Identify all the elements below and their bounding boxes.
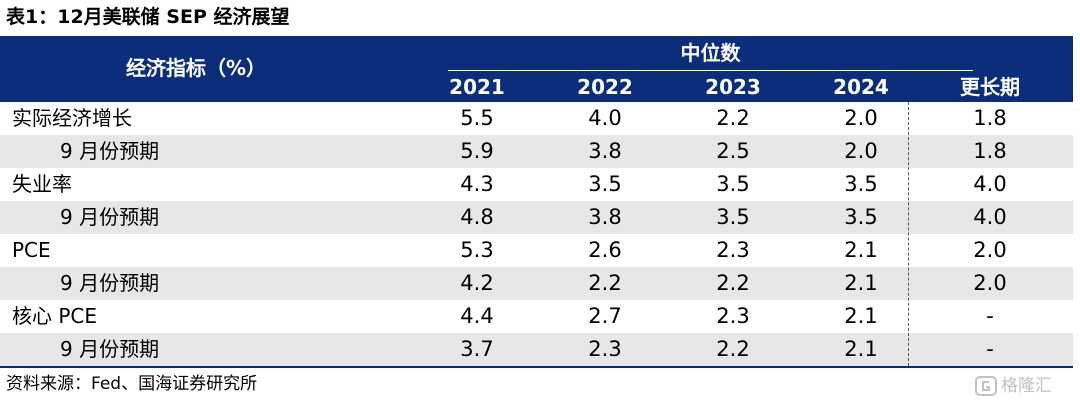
- cell-2024: 2.1: [844, 337, 878, 361]
- watermark: 格隆汇: [975, 375, 1052, 397]
- row-label: 9 月份预期: [60, 271, 160, 295]
- row-label: 9 月份预期: [60, 139, 160, 163]
- column-header-longer-run: 更长期: [960, 75, 1020, 99]
- column-header-2024: 2024: [833, 75, 889, 99]
- cell-2021: 4.2: [460, 271, 494, 295]
- cell-longer-run: 2.0: [973, 238, 1007, 262]
- cell-2022: 4.0: [588, 106, 622, 130]
- cell-2024: 2.1: [844, 271, 878, 295]
- cell-longer-run: 4.0: [973, 172, 1007, 196]
- cell-2023: 2.2: [716, 337, 750, 361]
- cell-2022: 3.8: [588, 139, 622, 163]
- cell-2021: 5.9: [460, 139, 494, 163]
- watermark-logo-icon: [975, 376, 997, 396]
- table-row: 失业率 4.3 3.5 3.5 3.5 4.0: [0, 168, 1073, 201]
- row-label: 9 月份预期: [60, 205, 160, 229]
- cell-2022: 2.2: [588, 271, 622, 295]
- column-header-2023: 2023: [705, 75, 761, 99]
- cell-2022: 3.5: [588, 172, 622, 196]
- cell-2023: 3.5: [716, 172, 750, 196]
- indicator-column-header: 经济指标（%）: [125, 56, 267, 80]
- cell-2023: 2.2: [716, 106, 750, 130]
- table-title: 表1：12月美联储 SEP 经济展望: [6, 6, 290, 28]
- cell-longer-run: 2.0: [973, 271, 1007, 295]
- table-header: 经济指标（%） 中位数 2021 2022 2023 2024 更长期: [0, 36, 1073, 102]
- column-header-2022: 2022: [577, 75, 633, 99]
- cell-longer-run: -: [986, 337, 994, 361]
- median-underline: [448, 70, 973, 71]
- cell-2024: 2.0: [844, 106, 878, 130]
- row-label: 失业率: [12, 172, 72, 196]
- row-label: 9 月份预期: [60, 337, 160, 361]
- cell-2021: 4.8: [460, 205, 494, 229]
- row-label: PCE: [12, 238, 51, 262]
- cell-2021: 3.7: [460, 337, 494, 361]
- cell-2024: 3.5: [844, 172, 878, 196]
- cell-2021: 4.4: [460, 304, 494, 328]
- cell-2023: 2.2: [716, 271, 750, 295]
- table-row: 实际经济增长 5.5 4.0 2.2 2.0 1.8: [0, 102, 1073, 135]
- table-row: 核心 PCE 4.4 2.7 2.3 2.1 -: [0, 300, 1073, 333]
- table-bottom-rule: [0, 366, 1073, 368]
- cell-2024: 2.0: [844, 139, 878, 163]
- cell-longer-run: 1.8: [973, 139, 1007, 163]
- cell-2024: 2.1: [844, 238, 878, 262]
- cell-2021: 4.3: [460, 172, 494, 196]
- source-note: 资料来源：Fed、国海证券研究所: [6, 374, 258, 394]
- cell-2023: 2.3: [716, 238, 750, 262]
- table-row: 9 月份预期 4.8 3.8 3.5 3.5 4.0: [0, 201, 1073, 234]
- column-header-2021: 2021: [449, 75, 505, 99]
- cell-2023: 3.5: [716, 205, 750, 229]
- watermark-text: 格隆汇: [1001, 376, 1052, 396]
- table-row: 9 月份预期 3.7 2.3 2.2 2.1 -: [0, 333, 1073, 366]
- table-row: PCE 5.3 2.6 2.3 2.1 2.0: [0, 234, 1073, 267]
- cell-2022: 2.3: [588, 337, 622, 361]
- cell-2021: 5.5: [460, 106, 494, 130]
- cell-2023: 2.3: [716, 304, 750, 328]
- median-group-header: 中位数: [680, 41, 741, 65]
- table-row: 9 月份预期 5.9 3.8 2.5 2.0 1.8: [0, 135, 1073, 168]
- row-label: 实际经济增长: [12, 106, 132, 130]
- cell-longer-run: 1.8: [973, 106, 1007, 130]
- cell-2024: 2.1: [844, 304, 878, 328]
- cell-2022: 2.6: [588, 238, 622, 262]
- cell-2023: 2.5: [716, 139, 750, 163]
- cell-2021: 5.3: [460, 238, 494, 262]
- column-divider: [908, 102, 909, 366]
- cell-longer-run: -: [986, 304, 994, 328]
- cell-longer-run: 4.0: [973, 205, 1007, 229]
- table-row: 9 月份预期 4.2 2.2 2.2 2.1 2.0: [0, 267, 1073, 300]
- cell-2024: 3.5: [844, 205, 878, 229]
- cell-2022: 2.7: [588, 304, 622, 328]
- cell-2022: 3.8: [588, 205, 622, 229]
- row-label: 核心 PCE: [12, 304, 98, 328]
